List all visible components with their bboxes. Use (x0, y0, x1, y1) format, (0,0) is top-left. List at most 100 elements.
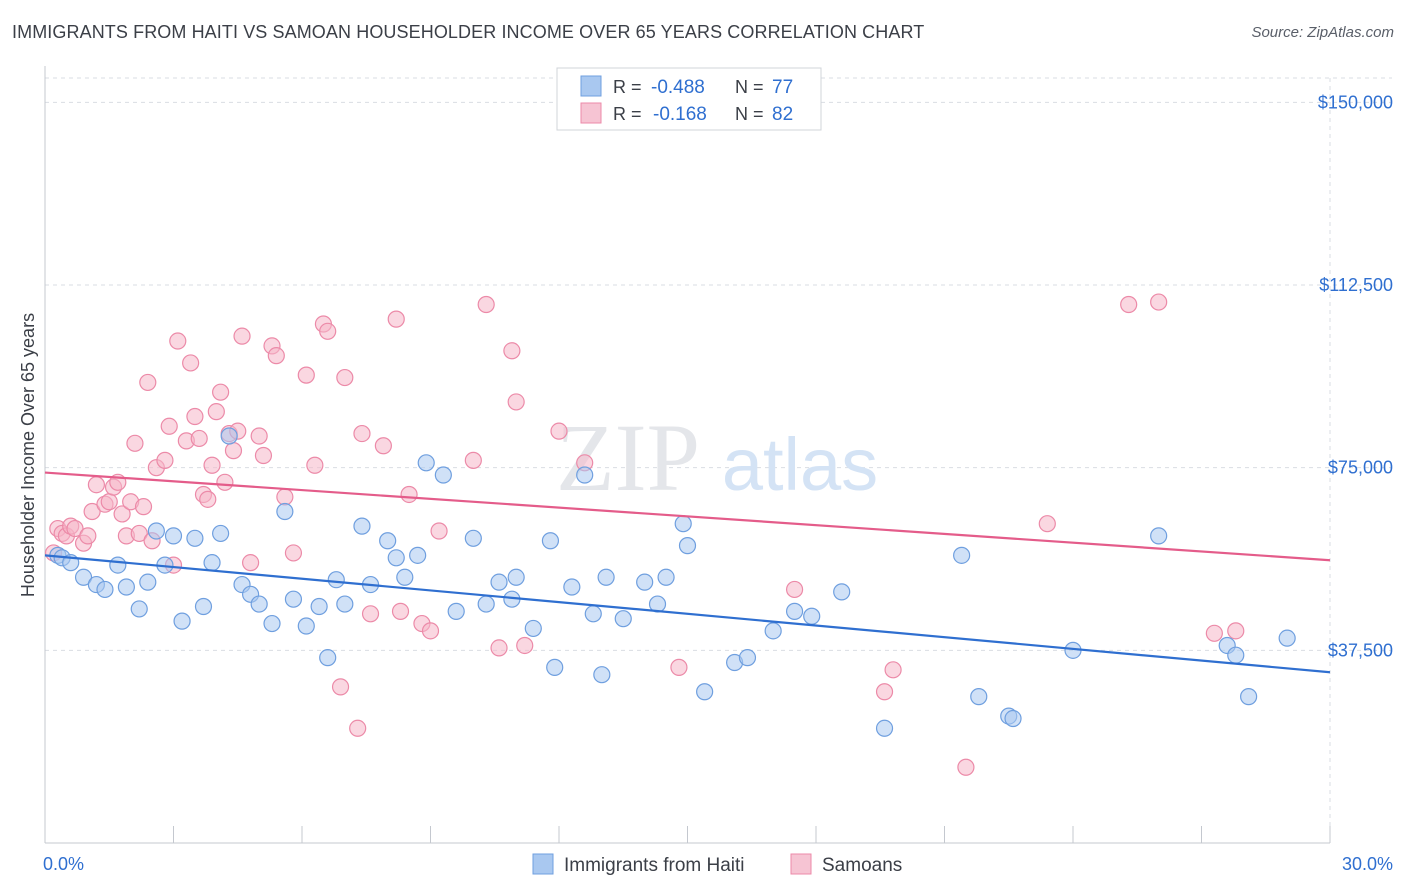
bottom-legend-samoans: Samoans (822, 855, 902, 876)
point-pink-20 (139, 373, 157, 392)
point-pink-72 (670, 658, 688, 676)
legend-n-label-2: N = (735, 104, 764, 124)
point-pink-78 (1120, 295, 1138, 314)
legend-n-value-1: 77 (772, 77, 793, 98)
point-pink-17 (126, 434, 144, 452)
point-blue-21 (250, 595, 268, 613)
axes (44, 66, 1331, 844)
point-pink-36 (216, 473, 234, 491)
point-pink-41 (242, 554, 260, 572)
point-pink-28 (182, 354, 200, 372)
point-blue-69 (1004, 709, 1022, 728)
point-blue-74 (1278, 629, 1296, 647)
point-blue-57 (678, 537, 697, 555)
point-pink-38 (224, 442, 243, 460)
legend-r-value-1: -0.488 (651, 77, 705, 98)
point-pink-52 (331, 678, 350, 696)
point-blue-52 (614, 610, 632, 628)
y-axis-label: Householder Income Over 65 years (18, 313, 38, 597)
point-blue-38 (447, 602, 465, 620)
watermark-atlas: atlas (722, 423, 878, 506)
point-blue-50 (593, 666, 611, 684)
point-blue-27 (319, 649, 337, 667)
legend-r-label-1: R = (613, 77, 642, 97)
point-pink-66 (490, 639, 508, 657)
point-blue-47 (563, 578, 581, 596)
chart-title: IMMIGRANTS FROM HAITI VS SAMOAN HOUSEHOL… (12, 22, 925, 42)
point-blue-43 (507, 568, 525, 586)
point-blue-56 (674, 515, 692, 533)
point-pink-29 (186, 407, 204, 426)
point-blue-71 (1150, 527, 1168, 545)
point-blue-36 (417, 454, 435, 472)
point-blue-53 (636, 573, 654, 591)
point-blue-55 (657, 568, 675, 586)
point-blue-51 (597, 568, 615, 586)
point-pink-63 (430, 522, 448, 540)
point-pink-59 (391, 602, 410, 620)
point-pink-8 (83, 502, 101, 521)
point-pink-49 (306, 456, 324, 474)
x-tick-label-1: 30.0% (1342, 854, 1393, 874)
point-blue-45 (541, 532, 560, 550)
legend-swatch-samoans (580, 102, 602, 124)
point-blue-30 (353, 517, 371, 535)
point-blue-32 (379, 532, 397, 550)
point-blue-15 (194, 597, 213, 616)
point-blue-62 (785, 602, 804, 620)
point-blue-25 (297, 617, 315, 635)
point-pink-30 (190, 429, 208, 448)
legend-n-value-2: 82 (772, 104, 793, 125)
point-blue-39 (464, 529, 482, 547)
point-blue-40 (477, 595, 495, 613)
point-pink-68 (507, 393, 525, 411)
point-pink-55 (353, 424, 371, 443)
point-blue-46 (546, 658, 564, 676)
bottom-legend-haiti: Immigrants from Haiti (564, 855, 745, 876)
y-tick-label-3: $150,000 (1318, 92, 1393, 112)
point-pink-77 (1038, 515, 1056, 533)
point-blue-48 (576, 466, 594, 484)
point-pink-74 (875, 683, 894, 701)
point-pink-19 (134, 498, 153, 516)
point-pink-9 (87, 476, 106, 494)
point-pink-58 (387, 310, 405, 328)
y-tick-label-1: $75,000 (1328, 458, 1393, 478)
point-blue-6 (109, 556, 127, 574)
point-pink-81 (1205, 624, 1223, 642)
point-blue-65 (875, 719, 894, 737)
point-blue-34 (396, 568, 414, 586)
point-pink-47 (284, 544, 303, 562)
point-blue-12 (164, 527, 183, 545)
point-blue-63 (803, 607, 821, 625)
point-blue-58 (696, 683, 714, 701)
legend-r-label-2: R = (613, 104, 642, 124)
legend-swatch-haiti (580, 75, 602, 97)
y-tick-label-0: $37,500 (1328, 640, 1393, 660)
point-blue-22 (263, 614, 281, 633)
bottom-legend-swatch-haiti (532, 853, 554, 875)
point-pink-65 (477, 295, 495, 314)
point-blue-5 (96, 580, 114, 599)
watermark-zip: ZIP (556, 404, 700, 511)
point-blue-24 (284, 590, 303, 608)
point-blue-13 (173, 612, 191, 630)
point-pink-7 (79, 527, 97, 545)
point-blue-8 (130, 600, 148, 618)
point-blue-28 (327, 571, 345, 589)
trend-line-blue (44, 554, 1331, 674)
point-blue-9 (139, 573, 157, 591)
bottom-legend-swatch-samoans (790, 853, 812, 875)
point-pink-23 (156, 451, 174, 469)
point-pink-24 (160, 417, 178, 435)
point-pink-18 (130, 524, 148, 543)
point-blue-44 (524, 619, 542, 638)
point-pink-26 (169, 332, 187, 350)
point-pink-64 (464, 451, 482, 469)
point-blue-41 (490, 573, 508, 591)
trend-lines (44, 471, 1331, 674)
series-legend: Immigrants from Haiti Samoans (532, 853, 902, 876)
point-blue-3 (74, 568, 93, 586)
point-blue-17 (212, 524, 230, 543)
point-blue-37 (434, 466, 452, 484)
